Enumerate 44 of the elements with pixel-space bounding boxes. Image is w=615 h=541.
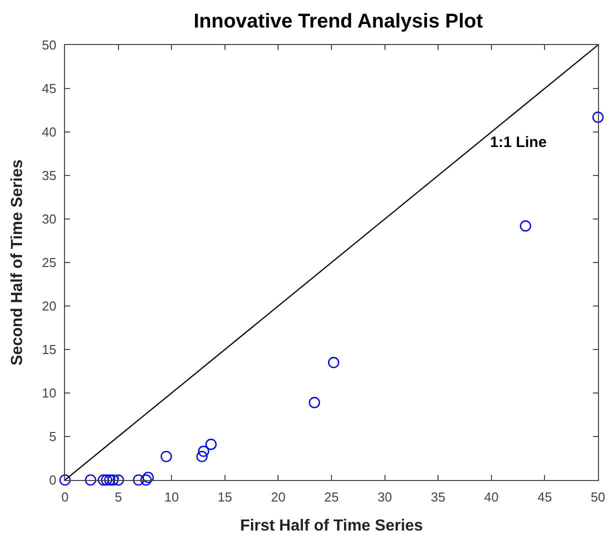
point (98, 474, 110, 486)
point (107, 474, 119, 486)
point (328, 356, 340, 368)
x-tick-label: 30 (378, 490, 392, 505)
y-axis-title: Second Half of Time Series (8, 159, 26, 366)
y-tick-label: 35 (42, 168, 56, 184)
point (84, 474, 96, 486)
point (205, 438, 217, 450)
x-tick-label: 40 (484, 490, 499, 505)
x-tick-label: 20 (270, 490, 286, 505)
point (140, 474, 152, 486)
point (132, 474, 144, 486)
chart-title: Innovative Trend Analysis Plot (194, 10, 484, 33)
annotation: 1:1 Line (490, 134, 547, 151)
point (104, 474, 116, 486)
point (112, 474, 124, 486)
point (100, 474, 112, 486)
point (592, 112, 604, 123)
x-tick-label: 5 (114, 490, 122, 505)
x-tick-label: 25 (324, 490, 339, 505)
point (520, 220, 532, 232)
x-axis-title: First Half of Time Series (240, 517, 424, 534)
point (196, 450, 208, 462)
y-tick-label: 25 (42, 255, 56, 270)
point (198, 446, 210, 457)
y-tick-label: 15 (42, 342, 56, 358)
y-tick-label: 0 (49, 472, 56, 488)
x-tick-label: 45 (537, 490, 552, 505)
y-tick-label: 30 (42, 212, 56, 227)
point (142, 472, 154, 484)
x-tick-label: 0 (61, 490, 69, 505)
point (59, 474, 71, 486)
y-tick-label: 10 (42, 386, 56, 401)
y-tick-label: 40 (42, 124, 56, 140)
point (160, 450, 172, 462)
y-tick-label: 20 (42, 298, 56, 314)
point (308, 396, 320, 408)
y-tick-label: 50 (42, 38, 56, 53)
y-tick-label: 5 (49, 429, 56, 444)
x-tick-label: 50 (590, 490, 606, 505)
x-tick-label: 15 (218, 490, 232, 505)
x-tick-label: 35 (430, 490, 446, 505)
x-tick-label: 10 (164, 490, 179, 505)
y-tick-label: 45 (42, 81, 56, 96)
